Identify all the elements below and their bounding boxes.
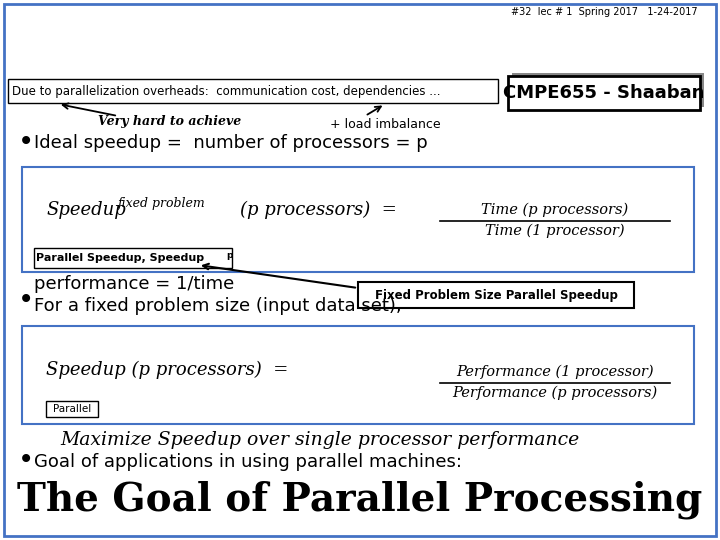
FancyBboxPatch shape bbox=[8, 79, 498, 103]
FancyBboxPatch shape bbox=[46, 401, 98, 417]
FancyBboxPatch shape bbox=[4, 4, 716, 536]
Text: Time (p processors): Time (p processors) bbox=[482, 203, 629, 217]
FancyBboxPatch shape bbox=[22, 167, 694, 272]
Text: The Goal of Parallel Processing: The Goal of Parallel Processing bbox=[17, 481, 703, 519]
Text: p: p bbox=[226, 252, 233, 260]
Text: •: • bbox=[18, 288, 35, 315]
Text: For a fixed problem size (input data set),: For a fixed problem size (input data set… bbox=[34, 297, 402, 315]
Text: (p processors)  =: (p processors) = bbox=[240, 201, 397, 219]
Text: Fixed Problem Size Parallel Speedup: Fixed Problem Size Parallel Speedup bbox=[374, 288, 618, 301]
Text: Parallel Speedup, Speedup: Parallel Speedup, Speedup bbox=[36, 253, 204, 263]
Text: Performance (p processors): Performance (p processors) bbox=[452, 386, 657, 400]
Text: Maximize Speedup over single processor performance: Maximize Speedup over single processor p… bbox=[60, 431, 580, 449]
FancyBboxPatch shape bbox=[508, 76, 700, 110]
Text: Time (1 processor): Time (1 processor) bbox=[485, 224, 625, 238]
Text: fixed problem: fixed problem bbox=[118, 197, 206, 210]
Text: Ideal speedup =  number of processors = p: Ideal speedup = number of processors = p bbox=[34, 134, 428, 152]
Text: Goal of applications in using parallel machines:: Goal of applications in using parallel m… bbox=[34, 453, 462, 471]
Text: #32  lec # 1  Spring 2017   1-24-2017: #32 lec # 1 Spring 2017 1-24-2017 bbox=[510, 7, 697, 17]
Text: Due to parallelization overheads:  communication cost, dependencies ...: Due to parallelization overheads: commun… bbox=[12, 84, 441, 98]
Text: •: • bbox=[18, 449, 35, 476]
FancyBboxPatch shape bbox=[22, 326, 694, 424]
Text: Speedup: Speedup bbox=[46, 201, 126, 219]
Text: Very hard to achieve: Very hard to achieve bbox=[98, 116, 241, 129]
Text: + load imbalance: + load imbalance bbox=[330, 118, 441, 131]
Text: CMPE655 - Shaaban: CMPE655 - Shaaban bbox=[503, 84, 705, 102]
FancyBboxPatch shape bbox=[34, 248, 232, 268]
Text: performance = 1/time: performance = 1/time bbox=[34, 275, 234, 293]
Text: Speedup (p processors)  =: Speedup (p processors) = bbox=[46, 361, 289, 379]
FancyBboxPatch shape bbox=[358, 282, 634, 308]
Text: •: • bbox=[18, 130, 35, 157]
FancyBboxPatch shape bbox=[512, 73, 704, 107]
Text: Parallel: Parallel bbox=[53, 404, 91, 414]
Text: Performance (1 processor): Performance (1 processor) bbox=[456, 365, 654, 379]
